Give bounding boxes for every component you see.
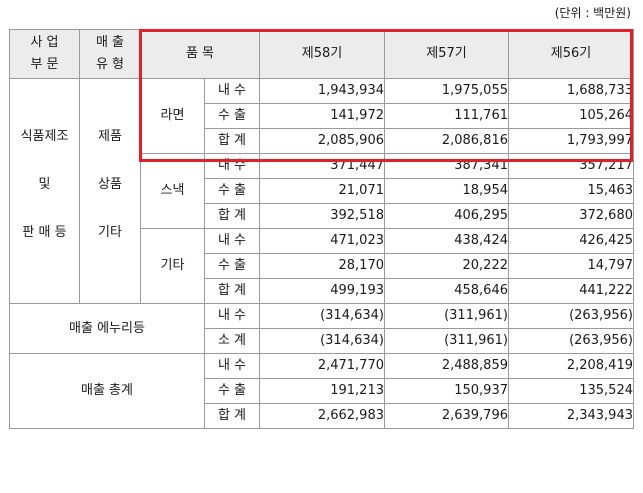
- sales-type-label: 제품 상품 기타: [79, 78, 141, 304]
- row-label: 수 출: [204, 178, 260, 204]
- row-label: 내 수: [204, 353, 260, 379]
- header-period-56: 제56기: [508, 29, 634, 79]
- value-cell: 191,213: [259, 378, 385, 404]
- value-cell: 150,937: [384, 378, 509, 404]
- header-item: 품 목: [140, 29, 260, 79]
- row-label: 합 계: [204, 278, 260, 304]
- row-label: 수 출: [204, 103, 260, 129]
- row-label: 내 수: [204, 78, 260, 104]
- group-ramen: 라면: [140, 78, 205, 154]
- table-row: 수 출 141,972 111,761 105,264: [10, 103, 634, 129]
- value-cell: 406,295: [384, 203, 509, 229]
- table-row: 합 계 392,518 406,295 372,680: [10, 203, 634, 229]
- value-cell: 1,793,997: [508, 128, 634, 154]
- header-period-57: 제57기: [384, 29, 509, 79]
- value-cell: 357,217: [508, 153, 634, 179]
- value-cell: (263,956): [508, 303, 634, 329]
- row-label: 합 계: [204, 403, 260, 429]
- value-cell: 426,425: [508, 228, 634, 254]
- table-row: 수 출 28,170 20,222 14,797: [10, 253, 634, 279]
- value-cell: 371,447: [259, 153, 385, 179]
- table-row: 매출 총계 내 수 2,471,770 2,488,859 2,208,419: [9, 353, 634, 429]
- unit-note: (단위 : 백만원): [554, 6, 631, 20]
- value-cell: 18,954: [384, 178, 509, 204]
- value-cell: (314,634): [259, 328, 385, 354]
- row-label: 소 계: [204, 328, 260, 354]
- value-cell: 2,208,419: [508, 353, 634, 379]
- row-label: 합 계: [204, 128, 260, 154]
- group-other: 기타: [140, 228, 205, 304]
- value-cell: 15,463: [508, 178, 634, 204]
- row-label: 내 수: [204, 303, 260, 329]
- value-cell: 438,424: [384, 228, 509, 254]
- value-cell: 141,972: [259, 103, 385, 129]
- table-row: 식품제조 및 판 매 등 제품 상품 기타 라면 내 수 1,943,934 1…: [9, 78, 634, 304]
- value-cell: 499,193: [259, 278, 385, 304]
- row-label: 수 출: [204, 378, 260, 404]
- value-cell: 471,023: [259, 228, 385, 254]
- value-cell: 387,341: [384, 153, 509, 179]
- deduction-label: 매출 에누리등: [9, 303, 205, 354]
- value-cell: 21,071: [259, 178, 385, 204]
- value-cell: (314,634): [259, 303, 385, 329]
- value-cell: (311,961): [384, 328, 509, 354]
- table-row: 매출 에누리등 내 수 (314,634) (311,961) (263,956…: [9, 303, 634, 354]
- value-cell: 2,471,770: [259, 353, 385, 379]
- row-label: 내 수: [204, 228, 260, 254]
- header-period-58: 제58기: [259, 29, 385, 79]
- table-row: 합 계 2,662,983 2,639,796 2,343,943: [10, 403, 634, 429]
- value-cell: 441,222: [508, 278, 634, 304]
- table-row: 합 계 2,085,906 2,086,816 1,793,997: [10, 128, 634, 154]
- row-label: 수 출: [204, 253, 260, 279]
- table-row: 합 계 499,193 458,646 441,222: [10, 278, 634, 304]
- value-cell: 111,761: [384, 103, 509, 129]
- value-cell: 372,680: [508, 203, 634, 229]
- value-cell: 135,524: [508, 378, 634, 404]
- value-cell: 2,343,943: [508, 403, 634, 429]
- value-cell: 2,085,906: [259, 128, 385, 154]
- value-cell: 20,222: [384, 253, 509, 279]
- value-cell: 1,975,055: [384, 78, 509, 104]
- row-label: 합 계: [204, 203, 260, 229]
- value-cell: 1,943,934: [259, 78, 385, 104]
- table-row: 기타 내 수 471,023 438,424 426,425: [10, 228, 634, 304]
- value-cell: 2,086,816: [384, 128, 509, 154]
- value-cell: 14,797: [508, 253, 634, 279]
- value-cell: 28,170: [259, 253, 385, 279]
- group-snack: 스낵: [140, 153, 205, 229]
- value-cell: 105,264: [508, 103, 634, 129]
- value-cell: 458,646: [384, 278, 509, 304]
- value-cell: 392,518: [259, 203, 385, 229]
- value-cell: (311,961): [384, 303, 509, 329]
- total-label: 매출 총계: [9, 353, 205, 429]
- row-label: 내 수: [204, 153, 260, 179]
- value-cell: 2,639,796: [384, 403, 509, 429]
- value-cell: 2,488,859: [384, 353, 509, 379]
- table-row: 수 출 21,071 18,954 15,463: [10, 178, 634, 204]
- segment-label: 식품제조 및 판 매 등: [9, 78, 80, 304]
- value-cell: 1,688,733: [508, 78, 634, 104]
- value-cell: 2,662,983: [259, 403, 385, 429]
- value-cell: (263,956): [508, 328, 634, 354]
